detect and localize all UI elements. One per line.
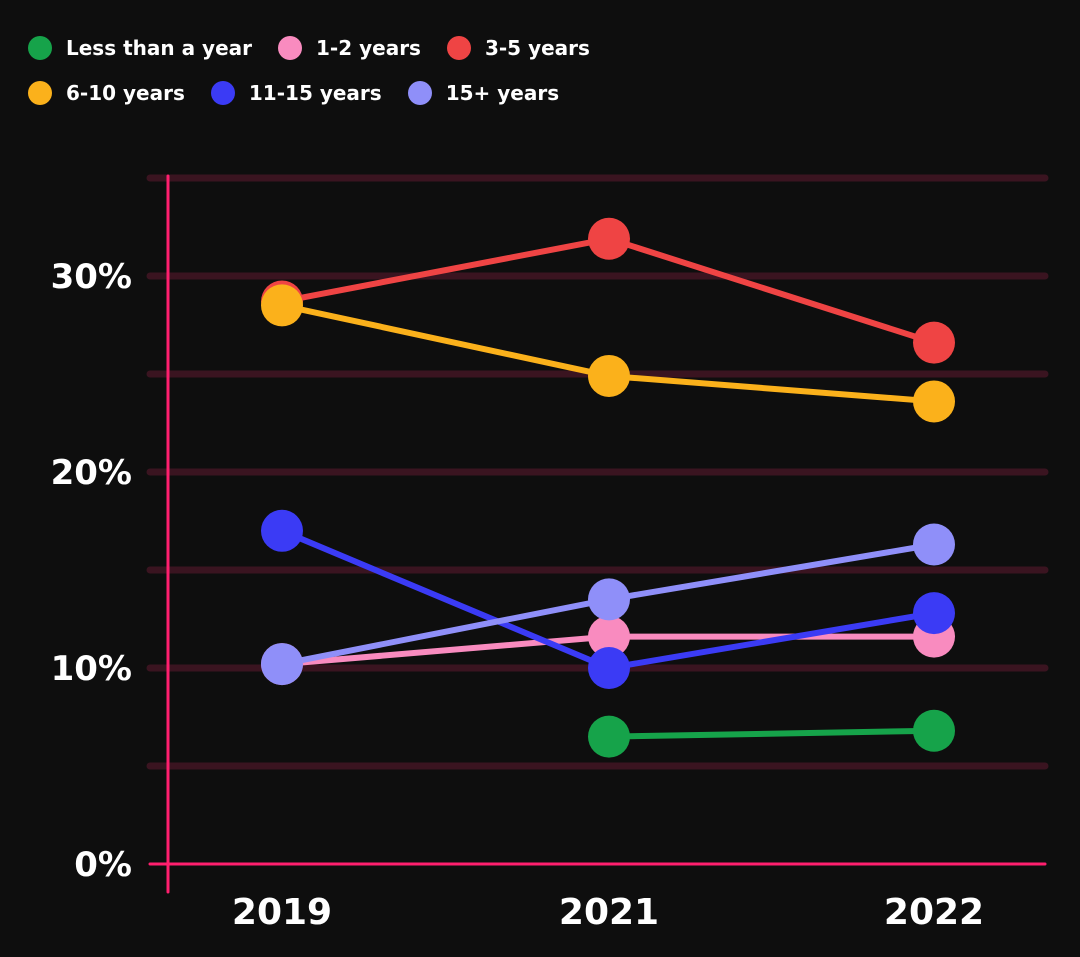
data-point [913,523,955,566]
legend-label: 15+ years [445,81,560,105]
legend-label: 6-10 years [66,81,185,105]
data-point [261,643,303,686]
legend-label: 1-2 years [316,36,421,60]
legend-swatch [28,36,52,60]
y-tick-label: 30% [51,257,132,297]
x-tick-label: 2021 [559,892,659,933]
y-tick-label: 10% [51,649,132,689]
legend-item-11-15-years: 11-15 years [210,81,382,105]
series-line [606,727,937,740]
legend-label: Less than a year [66,36,252,60]
legend-row: 6-10 years 11-15 years 15+ years [28,75,728,111]
legend-swatch [210,81,235,105]
data-point [588,354,630,397]
data-point [913,321,955,364]
legend-label: 11-15 years [248,81,382,105]
data-point [588,715,630,758]
x-tick-label: 2019 [232,892,332,933]
legend-item-1-2-years: 1-2 years [278,36,421,60]
y-tick-label: 20% [51,453,132,493]
legend-item-3-5-years: 3-5 years [446,36,590,60]
y-axis-ticks: 0% 10% 20% 30% [51,257,132,885]
data-point [261,284,303,327]
data-point [913,380,955,423]
legend-item-less-than-a-year: Less than a year [28,36,252,60]
legend: Less than a year 1-2 years 3-5 years 6-1… [28,30,728,120]
y-tick-label: 0% [74,845,132,885]
legend-swatch [446,36,471,60]
legend-swatch [407,81,432,105]
data-point [913,592,955,635]
data-point [588,217,630,260]
data-point [913,709,955,752]
data-point [588,578,630,621]
data-point [588,647,630,689]
series-points [261,217,955,758]
legend-label: 3-5 years [484,36,590,60]
data-point [588,615,630,658]
legend-item-6-10-years: 6-10 years [28,81,185,105]
legend-swatch [28,81,52,105]
legend-swatch [278,36,302,60]
data-point [261,509,303,552]
x-tick-label: 2022 [884,892,984,933]
axes [148,174,1047,894]
legend-row: Less than a year 1-2 years 3-5 years [28,30,728,66]
legend-item-15-plus-years: 15+ years [407,81,560,105]
x-axis-ticks: 2019 2021 2022 [232,892,984,933]
